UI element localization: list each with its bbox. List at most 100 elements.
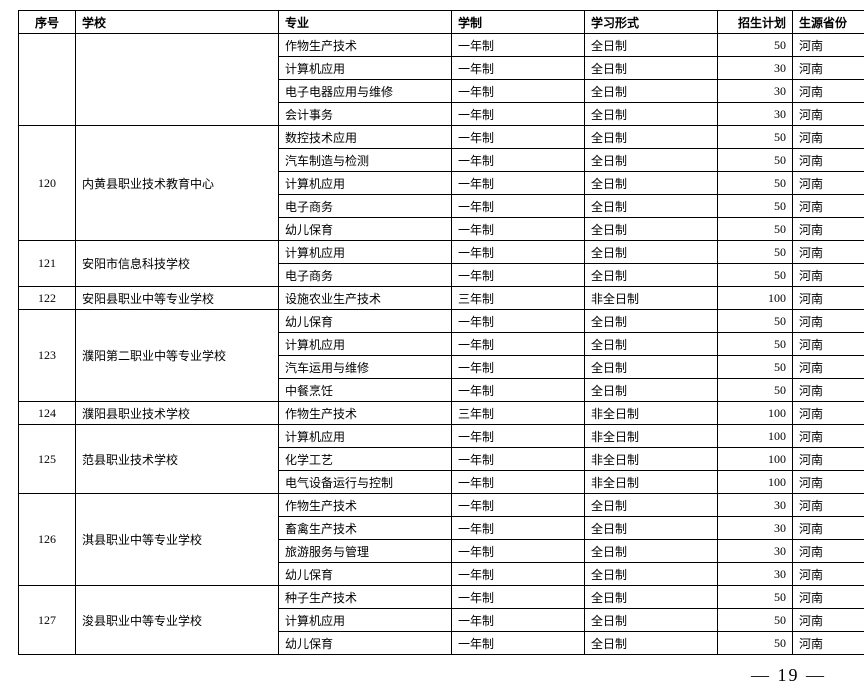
cell-seq: 127 bbox=[19, 586, 76, 655]
header-province: 生源省份 bbox=[793, 11, 864, 34]
header-school: 学校 bbox=[76, 11, 279, 34]
cell-province: 河南 bbox=[793, 287, 864, 310]
cell-system: 一年制 bbox=[452, 632, 585, 655]
cell-seq: 121 bbox=[19, 241, 76, 287]
cell-major: 计算机应用 bbox=[279, 57, 452, 80]
cell-school: 淇县职业中等专业学校 bbox=[76, 494, 279, 586]
cell-seq: 124 bbox=[19, 402, 76, 425]
cell-mode: 非全日制 bbox=[585, 425, 718, 448]
cell-mode: 非全日制 bbox=[585, 287, 718, 310]
cell-system: 一年制 bbox=[452, 563, 585, 586]
table-row: 124濮阳县职业技术学校作物生产技术三年制非全日制100河南 bbox=[19, 402, 864, 425]
cell-major: 计算机应用 bbox=[279, 241, 452, 264]
cell-seq: 126 bbox=[19, 494, 76, 586]
cell-mode: 全日制 bbox=[585, 609, 718, 632]
cell-major: 种子生产技术 bbox=[279, 586, 452, 609]
cell-province: 河南 bbox=[793, 517, 864, 540]
cell-province: 河南 bbox=[793, 471, 864, 494]
cell-system: 一年制 bbox=[452, 356, 585, 379]
cell-major: 作物生产技术 bbox=[279, 34, 452, 57]
cell-system: 一年制 bbox=[452, 80, 585, 103]
cell-major: 数控技术应用 bbox=[279, 126, 452, 149]
cell-plan: 50 bbox=[718, 264, 793, 287]
cell-school: 内黄县职业技术教育中心 bbox=[76, 126, 279, 241]
cell-province: 河南 bbox=[793, 103, 864, 126]
cell-seq: 120 bbox=[19, 126, 76, 241]
cell-province: 河南 bbox=[793, 632, 864, 655]
cell-plan: 30 bbox=[718, 517, 793, 540]
cell-mode: 全日制 bbox=[585, 172, 718, 195]
cell-major: 电气设备运行与控制 bbox=[279, 471, 452, 494]
cell-major: 中餐烹饪 bbox=[279, 379, 452, 402]
cell-major: 电子电器应用与维修 bbox=[279, 80, 452, 103]
table-row: 121安阳市信息科技学校计算机应用一年制全日制50河南 bbox=[19, 241, 864, 264]
cell-major: 化学工艺 bbox=[279, 448, 452, 471]
cell-seq bbox=[19, 34, 76, 126]
cell-school: 范县职业技术学校 bbox=[76, 425, 279, 494]
cell-school: 浚县职业中等专业学校 bbox=[76, 586, 279, 655]
cell-province: 河南 bbox=[793, 586, 864, 609]
cell-school bbox=[76, 34, 279, 126]
table-row: 127浚县职业中等专业学校种子生产技术一年制全日制50河南 bbox=[19, 586, 864, 609]
cell-plan: 30 bbox=[718, 540, 793, 563]
cell-province: 河南 bbox=[793, 149, 864, 172]
cell-major: 会计事务 bbox=[279, 103, 452, 126]
cell-mode: 全日制 bbox=[585, 632, 718, 655]
cell-system: 一年制 bbox=[452, 609, 585, 632]
cell-plan: 50 bbox=[718, 241, 793, 264]
table-row: 125范县职业技术学校计算机应用一年制非全日制100河南 bbox=[19, 425, 864, 448]
cell-mode: 全日制 bbox=[585, 57, 718, 80]
cell-mode: 全日制 bbox=[585, 310, 718, 333]
cell-plan: 50 bbox=[718, 310, 793, 333]
cell-plan: 100 bbox=[718, 448, 793, 471]
cell-plan: 100 bbox=[718, 402, 793, 425]
cell-major: 电子商务 bbox=[279, 195, 452, 218]
cell-system: 一年制 bbox=[452, 241, 585, 264]
cell-system: 一年制 bbox=[452, 149, 585, 172]
cell-major: 幼儿保育 bbox=[279, 563, 452, 586]
cell-system: 三年制 bbox=[452, 402, 585, 425]
cell-province: 河南 bbox=[793, 218, 864, 241]
cell-plan: 30 bbox=[718, 80, 793, 103]
header-row: 序号 学校 专业 学制 学习形式 招生计划 生源省份 bbox=[19, 11, 864, 34]
cell-province: 河南 bbox=[793, 310, 864, 333]
cell-seq: 122 bbox=[19, 287, 76, 310]
cell-mode: 全日制 bbox=[585, 34, 718, 57]
cell-province: 河南 bbox=[793, 402, 864, 425]
cell-mode: 全日制 bbox=[585, 540, 718, 563]
cell-seq: 125 bbox=[19, 425, 76, 494]
cell-plan: 30 bbox=[718, 494, 793, 517]
cell-mode: 全日制 bbox=[585, 149, 718, 172]
cell-mode: 全日制 bbox=[585, 333, 718, 356]
cell-plan: 50 bbox=[718, 586, 793, 609]
cell-plan: 50 bbox=[718, 149, 793, 172]
cell-major: 畜禽生产技术 bbox=[279, 517, 452, 540]
cell-major: 旅游服务与管理 bbox=[279, 540, 452, 563]
cell-mode: 全日制 bbox=[585, 494, 718, 517]
cell-school: 安阳县职业中等专业学校 bbox=[76, 287, 279, 310]
cell-mode: 全日制 bbox=[585, 379, 718, 402]
cell-major: 汽车制造与检测 bbox=[279, 149, 452, 172]
cell-system: 一年制 bbox=[452, 333, 585, 356]
page-number: — 19 — bbox=[18, 655, 846, 686]
cell-major: 设施农业生产技术 bbox=[279, 287, 452, 310]
cell-mode: 全日制 bbox=[585, 264, 718, 287]
cell-system: 一年制 bbox=[452, 264, 585, 287]
header-plan: 招生计划 bbox=[718, 11, 793, 34]
cell-plan: 100 bbox=[718, 287, 793, 310]
cell-major: 计算机应用 bbox=[279, 333, 452, 356]
enrollment-table: 序号 学校 专业 学制 学习形式 招生计划 生源省份 作物生产技术一年制全日制5… bbox=[18, 10, 864, 655]
cell-system: 一年制 bbox=[452, 517, 585, 540]
cell-province: 河南 bbox=[793, 172, 864, 195]
table-row: 123濮阳第二职业中等专业学校幼儿保育一年制全日制50河南 bbox=[19, 310, 864, 333]
cell-mode: 全日制 bbox=[585, 356, 718, 379]
cell-mode: 非全日制 bbox=[585, 402, 718, 425]
cell-school: 濮阳县职业技术学校 bbox=[76, 402, 279, 425]
cell-province: 河南 bbox=[793, 333, 864, 356]
cell-system: 一年制 bbox=[452, 103, 585, 126]
cell-major: 汽车运用与维修 bbox=[279, 356, 452, 379]
cell-province: 河南 bbox=[793, 448, 864, 471]
cell-province: 河南 bbox=[793, 609, 864, 632]
cell-province: 河南 bbox=[793, 494, 864, 517]
cell-plan: 50 bbox=[718, 333, 793, 356]
